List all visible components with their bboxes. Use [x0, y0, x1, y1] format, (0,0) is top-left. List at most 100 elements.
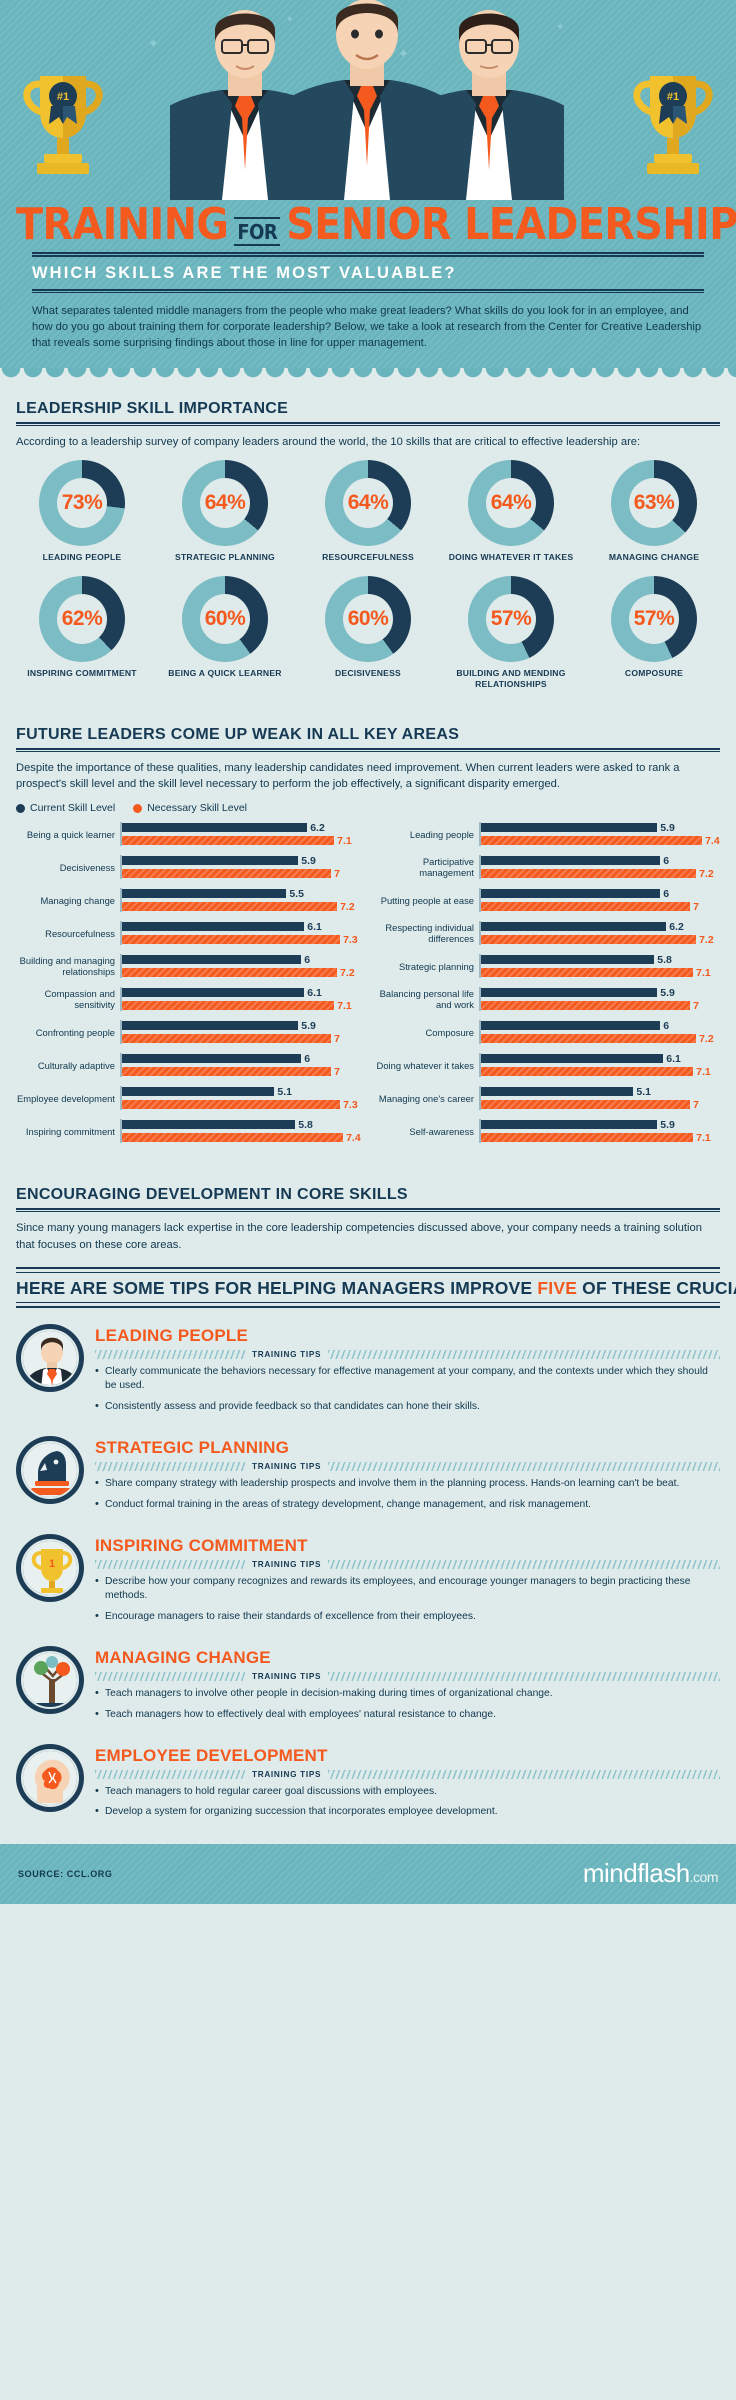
scallop-divider — [0, 367, 736, 382]
section-title-importance: LEADERSHIP SKILL IMPORTANCE — [16, 399, 289, 417]
bar-value-label: 7.4 — [346, 1131, 361, 1144]
training-tips-bar: TRAINING TIPS — [95, 1672, 720, 1682]
bar-current-skill — [481, 955, 655, 965]
donut-cell: 64% STRATEGIC PLANNING — [159, 459, 291, 563]
chevron-stripes-left-icon — [95, 1672, 245, 1682]
bar-necessary-skill — [122, 968, 338, 978]
bar-line: 5.9 — [481, 822, 720, 834]
training-tips-bar: TRAINING TIPS — [95, 1769, 720, 1779]
bar-current-skill — [122, 922, 305, 932]
bar-group: Composure 6 7.2 — [375, 1020, 720, 1045]
bar-category-label: Putting people at ease — [380, 894, 474, 906]
bar-line: 7 — [481, 1099, 720, 1111]
bar-line: 5.9 — [122, 855, 361, 867]
tips-banner-highlight: FIVE — [537, 1277, 578, 1298]
legend-item-current: Current Skill Level — [16, 802, 115, 814]
bar-line: 5.1 — [122, 1085, 361, 1098]
bar-value-label: 7.2 — [340, 900, 355, 913]
bar-line: 6.2 — [122, 822, 361, 834]
bar-group: Managing one's career 5.1 7 — [375, 1086, 720, 1111]
donut-hole — [486, 477, 536, 528]
tip-block: MANAGING CHANGE TRAINING TIPS Teach manage… — [16, 1646, 720, 1728]
bar-track: 6.1 7.3 — [120, 920, 361, 946]
legend-label: Current Skill Level — [30, 802, 116, 815]
bar-track: 5.1 7.3 — [120, 1085, 361, 1111]
tip-body: LEADING PEOPLE TRAINING TIPS Clearly commu… — [95, 1324, 720, 1420]
donut-hole — [486, 594, 536, 645]
tips-container: LEADING PEOPLE TRAINING TIPS Clearly commu… — [16, 1323, 720, 1826]
tip-block: 1 INSPIRING COMMITMENT TRAINING TIPS Descri… — [16, 1533, 720, 1630]
bar-track: 5.9 7.1 — [479, 1118, 720, 1144]
tip-icon-badge — [16, 1646, 84, 1715]
tip-title: LEADING PEOPLE — [95, 1325, 248, 1345]
bar-category-label: Doing whatever it takes — [376, 1059, 474, 1071]
sparkle-icon: ✦ — [556, 22, 565, 33]
tip-bullet-list: Share company strategy with leadership p… — [95, 1476, 720, 1512]
bar-line: 6.1 — [122, 920, 361, 933]
donut-hole — [343, 594, 393, 645]
chess-knight-icon — [21, 1441, 79, 1500]
bar-group: Putting people at ease 6 7 — [375, 887, 720, 913]
bar-value-label: 5.5 — [289, 887, 304, 900]
training-tips-bar: TRAINING TIPS — [95, 1349, 720, 1359]
bar-category-label: Culturally adaptive — [37, 1059, 115, 1071]
bar-current-skill — [481, 1120, 658, 1130]
bar-necessary-skill — [122, 1067, 332, 1077]
bar-category-label: Building and managing relationships — [19, 955, 115, 978]
bar-value-label: 7.1 — [696, 1131, 711, 1144]
bar-value-label: 7.1 — [337, 999, 352, 1012]
bar-line: 6 — [481, 887, 720, 900]
bar-group: Building and managing relationships 6 7.2 — [16, 954, 361, 979]
bar-value-label: 5.9 — [660, 1118, 675, 1131]
bar-value-label: 7 — [334, 1032, 340, 1045]
bar-category-label: Self-awareness — [409, 1125, 474, 1137]
donut-label: MANAGING CHANGE — [608, 551, 700, 562]
bar-line: 6 — [481, 854, 720, 867]
bar-category-label: Inspiring commitment — [25, 1125, 115, 1137]
bar-line: 6 — [122, 1053, 361, 1065]
brand-logo[interactable]: mindflash.com — [583, 1858, 719, 1889]
tip-bullet: Conduct formal training in the areas of … — [95, 1496, 720, 1512]
donut-hole — [57, 594, 107, 645]
bar-track: 5.5 7.2 — [120, 887, 361, 913]
bar-value-label: 7 — [693, 999, 699, 1012]
bar-line: 7.4 — [122, 1131, 361, 1144]
bar-value-label: 5.9 — [301, 1019, 316, 1032]
bar-category-label: Employee development — [17, 1092, 115, 1104]
donut-percent-value: 73% — [61, 490, 103, 514]
donut-cell: 64% DOING WHATEVER IT TAKES — [445, 459, 577, 563]
bar-track: 5.9 7 — [120, 855, 361, 880]
trophy-badge-text: #1 — [57, 91, 69, 103]
training-tips-label: TRAINING TIPS — [252, 1672, 322, 1682]
training-tips-bar: TRAINING TIPS — [95, 1559, 720, 1569]
sparkle-icon: ✦ — [286, 14, 294, 24]
bar-value-label: 6 — [663, 854, 670, 867]
tip-icon-badge: 1 — [16, 1533, 84, 1602]
tip-block: STRATEGIC PLANNING TRAINING TIPS Share com… — [16, 1436, 720, 1518]
bar-track: 5.9 7 — [479, 987, 720, 1012]
hero-illustration: ✦ ✦ ✦ ✦ #1 — [0, 0, 736, 200]
bar-value-label: 6 — [663, 887, 670, 900]
bar-group: Self-awareness 5.9 7.1 — [375, 1118, 720, 1144]
bar-value-label: 7.2 — [699, 933, 714, 946]
bar-value-label: 6.1 — [307, 920, 322, 933]
training-tips-bar: TRAINING TIPS — [95, 1462, 720, 1472]
donut-label: BUILDING AND MENDING RELATIONSHIPS — [456, 668, 566, 690]
bar-track: 6.2 7.2 — [479, 921, 720, 946]
bar-current-skill — [481, 823, 658, 833]
bar-line: 7.1 — [481, 1131, 720, 1144]
bar-necessary-skill — [122, 902, 338, 912]
bar-group: Leading people 5.9 7.4 — [375, 822, 720, 847]
tips-banner-pre: HERE ARE SOME TIPS FOR HELPING MANAGERS … — [16, 1277, 538, 1298]
bar-current-skill — [122, 856, 299, 866]
bar-value-label: 7.2 — [340, 966, 355, 979]
donut-percent-value: 60% — [204, 607, 246, 631]
bar-line: 5.5 — [122, 887, 361, 900]
donut-percent-value: 60% — [347, 607, 389, 631]
donut-gauge: 60% — [325, 576, 411, 663]
businessman-avatar-2 — [280, 0, 454, 200]
bar-category-label: Leading people — [409, 828, 474, 840]
bar-value-label: 5.1 — [277, 1085, 292, 1098]
bar-line: 7 — [122, 1032, 361, 1045]
donut-cell: 62% INSPIRING COMMITMENT — [16, 576, 148, 689]
